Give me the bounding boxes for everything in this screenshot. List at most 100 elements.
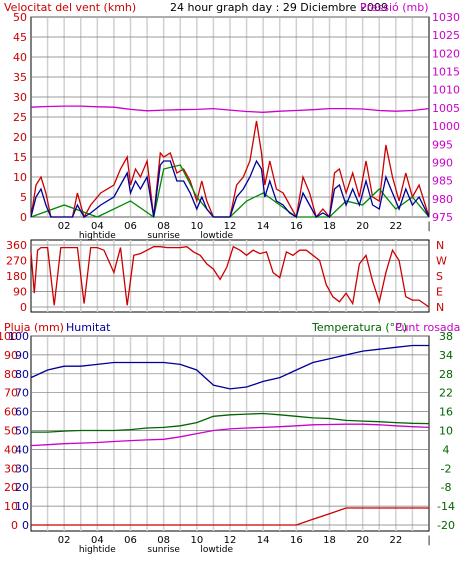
x-tick-label: 20 — [356, 221, 369, 232]
pressure-tick-label: 985 — [432, 175, 453, 188]
wind-tick-label: 50 — [13, 11, 27, 24]
x-tick-label: 18 — [323, 535, 336, 546]
wind-tick-label: 30 — [13, 91, 27, 104]
wind-pressure-panel: Velocitat del vent (kmh) 24 hour graph d… — [4, 1, 460, 241]
x-tick-label: 20 — [356, 535, 369, 546]
temperature-tick-label: 38 — [439, 330, 453, 343]
rain-tick-label: 90 — [4, 349, 18, 362]
x-tick-label: 12 — [224, 221, 237, 232]
compass-label: N — [436, 301, 444, 314]
direction-tick-label: 0 — [20, 301, 27, 314]
x-tick-label: 10 — [190, 535, 203, 546]
humidity-tick-label: 90 — [15, 349, 29, 362]
wind-avg-line — [30, 159, 430, 219]
temperature-tick-label: 28 — [439, 368, 453, 381]
chart-title: 24 hour graph day : 29 Diciembre 2009 — [170, 1, 388, 14]
x-tick-label: 04 — [91, 535, 104, 546]
wind-tick-label: 5 — [20, 191, 27, 204]
compass-label: N — [436, 239, 444, 252]
rain-tick-label: 10 — [4, 500, 18, 513]
temperature-tick-label: -8 — [441, 481, 452, 494]
wind-gust-line — [30, 120, 430, 219]
compass-label: E — [436, 286, 443, 299]
pressure-tick-label: 1010 — [432, 84, 460, 97]
tide-label: hightide — [79, 545, 116, 555]
compass-label: S — [436, 270, 443, 283]
temperature-line — [31, 412, 430, 433]
x-tick-label: 04 — [91, 221, 104, 232]
temperature-tick-label: -14 — [437, 500, 455, 513]
direction-tick-label: 270 — [6, 255, 27, 268]
pressure-tick-label: 1015 — [432, 66, 460, 79]
humidity-tick-label: 80 — [15, 368, 29, 381]
humidity-axis-title: Humitat — [66, 321, 111, 334]
temperature-tick-label: -20 — [437, 519, 455, 532]
x-tick-label: 06 — [124, 221, 137, 232]
x-tick-label: 02 — [58, 221, 71, 232]
x-tick-label: 12 — [224, 535, 237, 546]
x-tick-label: | — [427, 221, 430, 232]
rain-tick-label: 60 — [4, 406, 18, 419]
pressure-axis-title: Pressió (mb) — [360, 1, 429, 14]
temperature-axis-title: Temperatura (°C) — [311, 321, 407, 334]
temperature-tick-label: 22 — [439, 387, 453, 400]
x-tick-label: 10 — [190, 221, 203, 232]
x-tick-label: 02 — [58, 535, 71, 546]
pressure-tick-label: 1000 — [432, 120, 460, 133]
wind-tick-label: 35 — [13, 71, 27, 84]
humidity-tick-label: 30 — [15, 462, 29, 475]
wind-tick-label: 10 — [13, 171, 27, 184]
wind-tick-label: 40 — [13, 51, 27, 64]
x-tick-label: 18 — [323, 221, 336, 232]
pressure-tick-label: 1020 — [432, 47, 460, 60]
humidity-tick-label: 50 — [15, 425, 29, 438]
x-tick-label: 08 — [157, 535, 170, 546]
x-tick-label: 08 — [157, 221, 170, 232]
direction-tick-label: 180 — [6, 270, 27, 283]
wind-tick-label: 15 — [13, 151, 27, 164]
humidity-tick-label: 100 — [8, 330, 29, 343]
wind-tick-label: 20 — [13, 131, 27, 144]
rain-tick-label: 0 — [11, 519, 18, 532]
temperature-tick-label: 34 — [439, 349, 453, 362]
wind-tick-label: 0 — [20, 211, 27, 224]
pressure-tick-label: 980 — [432, 193, 453, 206]
wind-axis-title: Velocitat del vent (kmh) — [4, 1, 136, 14]
tide-label: hightide — [79, 231, 116, 241]
pressure-tick-label: 995 — [432, 138, 453, 151]
x-tick-label: 22 — [389, 535, 402, 546]
tide-label: sunrise — [147, 545, 180, 555]
rain-tick-label: 30 — [4, 462, 18, 475]
rain-tick-label: 70 — [4, 387, 18, 400]
temperature-tick-label: -2 — [441, 462, 452, 475]
compass-label: W — [436, 255, 447, 268]
tide-label: sunrise — [147, 231, 180, 241]
pressure-tick-label: 1025 — [432, 29, 460, 42]
wind-tick-label: 25 — [13, 111, 27, 124]
humidity-tick-label: 20 — [15, 481, 29, 494]
humidity-tick-label: 60 — [15, 406, 29, 419]
rain-line — [31, 507, 429, 526]
direction-tick-label: 90 — [13, 286, 27, 299]
x-tick-label: 22 — [389, 221, 402, 232]
x-tick-label: 14 — [257, 221, 270, 232]
x-tick-label: 14 — [257, 535, 270, 546]
wind-direction-line — [30, 245, 430, 308]
tide-label: lowtide — [200, 545, 233, 555]
temperature-tick-label: 4 — [443, 443, 450, 456]
pressure-tick-label: 1005 — [432, 102, 460, 115]
rain-tick-label: 80 — [4, 368, 18, 381]
humidity-tick-label: 10 — [15, 500, 29, 513]
x-tick-label: 06 — [124, 535, 137, 546]
pressure-tick-label: 975 — [432, 211, 453, 224]
dewpoint-line — [30, 423, 430, 447]
humidity-tick-label: 40 — [15, 443, 29, 456]
pressure-tick-label: 1030 — [432, 11, 460, 24]
humidity-tick-label: 70 — [15, 387, 29, 400]
x-tick-label: 16 — [290, 535, 303, 546]
rain-tick-label: 100 — [0, 330, 18, 343]
wind-tick-label: 45 — [13, 31, 27, 44]
